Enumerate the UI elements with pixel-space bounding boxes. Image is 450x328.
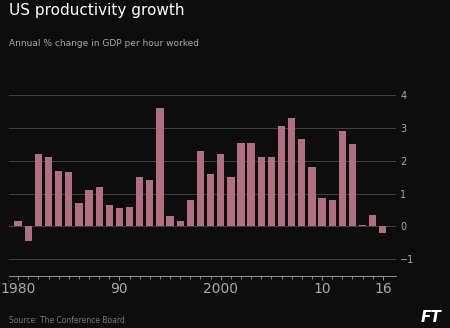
Bar (359, 225, 366, 226)
Bar (95, 187, 103, 226)
Bar (217, 154, 225, 226)
Bar (207, 174, 214, 226)
Bar (339, 131, 346, 226)
Text: Annual % change in GDP per hour worked: Annual % change in GDP per hour worked (9, 39, 199, 48)
Bar (65, 172, 72, 226)
Bar (45, 157, 52, 226)
Bar (126, 207, 133, 226)
Text: Source: The Conference Board: Source: The Conference Board (9, 316, 125, 325)
Bar (257, 157, 265, 226)
Bar (349, 144, 356, 226)
Bar (308, 167, 315, 226)
Bar (197, 151, 204, 226)
Bar (14, 221, 22, 226)
Bar (25, 226, 32, 241)
Bar (146, 180, 153, 226)
Bar (136, 177, 144, 226)
Bar (319, 198, 326, 226)
Bar (379, 226, 387, 233)
Bar (176, 221, 184, 226)
Bar (35, 154, 42, 226)
Bar (369, 215, 376, 226)
Text: US productivity growth: US productivity growth (9, 3, 184, 18)
Bar (278, 126, 285, 226)
Bar (248, 143, 255, 226)
Bar (288, 118, 295, 226)
Bar (298, 139, 306, 226)
Bar (187, 200, 194, 226)
Bar (237, 143, 245, 226)
Bar (166, 216, 174, 226)
Bar (106, 205, 113, 226)
Bar (55, 171, 62, 226)
Bar (75, 203, 82, 226)
Bar (328, 200, 336, 226)
Text: FT: FT (420, 310, 441, 325)
Bar (116, 208, 123, 226)
Bar (268, 157, 275, 226)
Bar (227, 177, 234, 226)
Bar (86, 190, 93, 226)
Bar (156, 108, 164, 226)
